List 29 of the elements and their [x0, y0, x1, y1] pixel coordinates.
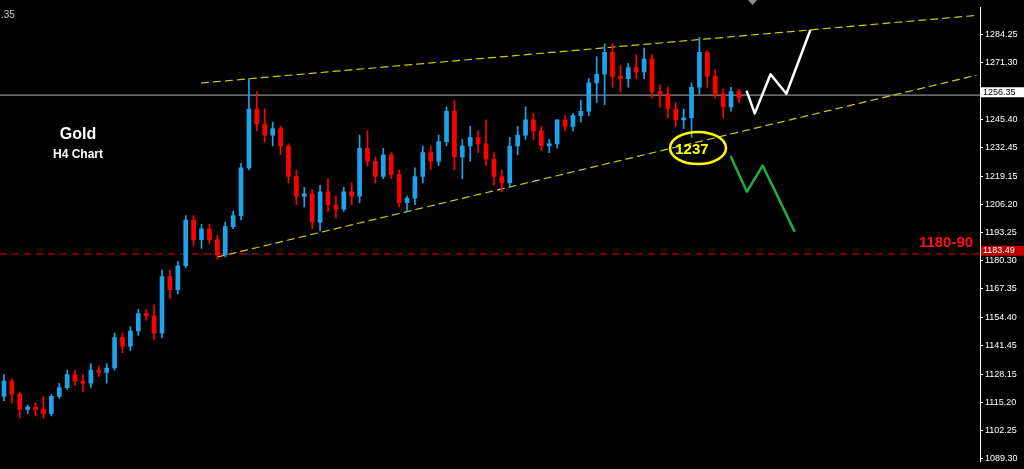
- annotation: 1180-90: [918, 232, 974, 250]
- y-tick-label: 1206.20: [985, 198, 1018, 209]
- ref-line-label: 1183.49: [983, 245, 1015, 256]
- y-tick-label: 1089.30: [985, 453, 1018, 464]
- text: Gold: [58, 124, 98, 144]
- annotation: 1237: [675, 140, 709, 158]
- y-tick-label: 1232.45: [985, 141, 1018, 152]
- y-tick-label: 1284.25: [985, 28, 1018, 39]
- y-tick-label: 1180.30: [985, 255, 1017, 266]
- candlestick: [633, 54, 639, 79]
- y-tick-label: 1154.40: [985, 311, 1017, 322]
- y-tick-label: 1128.15: [985, 368, 1017, 379]
- ref-line-label: 1256.35: [983, 86, 1016, 97]
- y-tick-label: 1193.25: [985, 227, 1017, 238]
- annotation: .35: [1, 9, 16, 21]
- y-tick-label: 1141.45: [985, 339, 1017, 350]
- text: H4 Chart: [52, 146, 104, 162]
- candlestick: [467, 126, 473, 162]
- candlestick: [80, 374, 86, 393]
- y-tick-label: 1115.20: [985, 396, 1017, 407]
- candlestick: [104, 363, 110, 384]
- candlestick: [594, 56, 600, 103]
- y-tick-label: 1245.40: [985, 113, 1018, 124]
- candlestick: [657, 84, 663, 108]
- y-tick-label: 1167.35: [985, 283, 1017, 294]
- y-tick-label: 1102.25: [985, 425, 1017, 436]
- y-tick-label: 1219.15: [985, 170, 1018, 181]
- y-tick-label: 1271.30: [985, 57, 1018, 68]
- candlestick: [349, 182, 355, 206]
